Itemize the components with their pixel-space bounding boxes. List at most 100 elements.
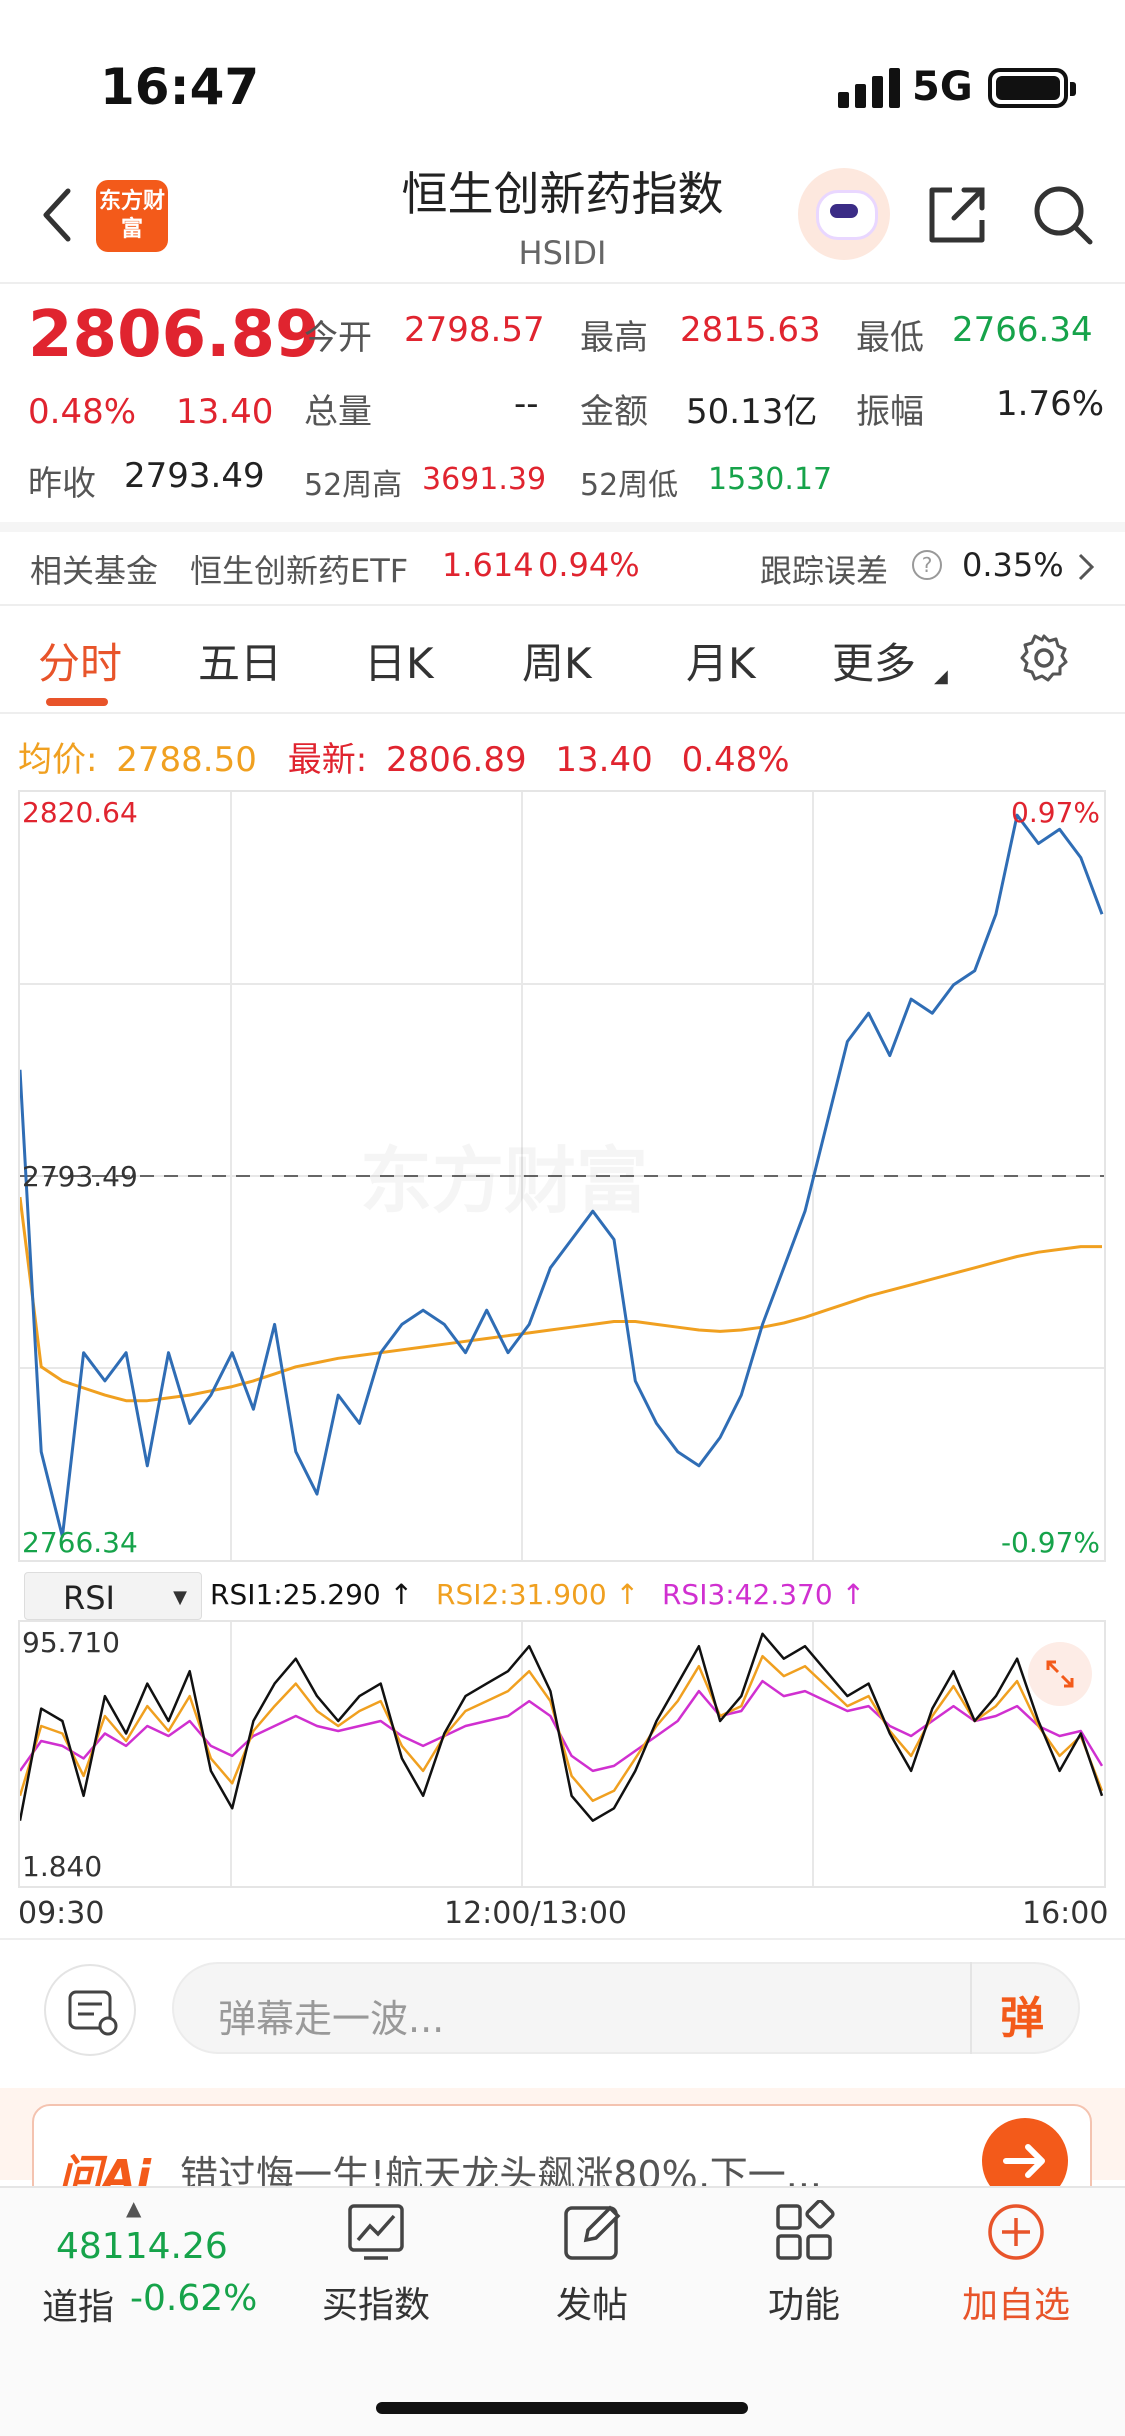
high-label: 最高 bbox=[580, 318, 648, 358]
rsi-min-label: 1.840 bbox=[22, 1850, 103, 1883]
search-icon[interactable] bbox=[1030, 182, 1096, 248]
fund-name: 恒生创新药ETF bbox=[190, 552, 409, 590]
w52-high-value: 3691.39 bbox=[422, 462, 547, 497]
low-label: 最低 bbox=[856, 318, 924, 358]
y-min-label: 2766.34 bbox=[22, 1526, 138, 1559]
prev-close-value: 2793.49 bbox=[124, 456, 265, 496]
amplitude-label: 振幅 bbox=[856, 392, 924, 432]
latest-label: 最新: bbox=[287, 740, 368, 780]
amount-label: 金额 bbox=[580, 392, 648, 432]
home-indicator bbox=[376, 2402, 748, 2414]
status-time: 16:47 bbox=[100, 58, 260, 116]
caret-up-icon: ▲ bbox=[126, 2196, 142, 2220]
latest-change: 13.40 bbox=[555, 740, 653, 780]
volume-label: 总量 bbox=[304, 392, 372, 432]
change-pct: 0.48% bbox=[28, 392, 137, 432]
danmu-send-button[interactable]: 弹 bbox=[970, 1962, 1080, 2054]
tab-five-day[interactable]: 五日 bbox=[198, 639, 283, 688]
rsi1-value: RSI1:25.290 ↑ bbox=[210, 1578, 414, 1611]
rsi-line-RSI2 bbox=[20, 1654, 1104, 1803]
rsi-chart[interactable]: 95.710 1.840 bbox=[18, 1620, 1106, 1888]
nav-functions-label: 功能 bbox=[767, 2285, 840, 2326]
active-tab-indicator bbox=[46, 698, 108, 706]
dow-index-label[interactable]: 道指 bbox=[42, 2287, 115, 2328]
change-value: 13.40 bbox=[176, 392, 274, 432]
dropdown-triangle-icon: ◢ bbox=[934, 666, 948, 687]
divider bbox=[0, 604, 1125, 606]
rsi-chart-svg bbox=[20, 1622, 1104, 1886]
rsi-legend: RSI1:25.290 ↑ RSI2:31.900 ↑ RSI3:42.370 … bbox=[210, 1578, 865, 1611]
settings-gear-icon[interactable] bbox=[1018, 632, 1070, 684]
pct-max-label: 0.97% bbox=[1011, 796, 1100, 829]
period-tabs: 分时 五日 日K 周K 月K 更多 ◢ bbox=[0, 630, 1125, 710]
open-label: 今开 bbox=[304, 318, 372, 358]
indicator-select-label: RSI bbox=[63, 1579, 115, 1617]
divider bbox=[0, 522, 1125, 532]
share-icon[interactable] bbox=[924, 182, 990, 248]
tracking-error-label: 跟踪误差 bbox=[760, 552, 889, 590]
rsi2-value: RSI2:31.900 ↑ bbox=[435, 1578, 640, 1611]
tab-weekly-k[interactable]: 周K bbox=[522, 639, 592, 688]
tab-daily-k[interactable]: 日K bbox=[364, 639, 434, 688]
dow-index-value[interactable]: 48114.26 bbox=[56, 2226, 228, 2267]
bottom-nav bbox=[0, 2186, 1125, 2436]
nav-post[interactable]: 发帖 bbox=[522, 2200, 662, 2328]
expand-icon[interactable] bbox=[1028, 1642, 1092, 1706]
x-label-open: 09:30 bbox=[18, 1896, 105, 1931]
series-line-price bbox=[20, 813, 1104, 1538]
page-subtitle: HSIDI bbox=[518, 234, 607, 272]
rsi3-value: RSI3:42.370 ↑ bbox=[661, 1578, 866, 1611]
y-prev-close-label: 2793.49 bbox=[22, 1160, 138, 1193]
related-fund-label: 相关基金 bbox=[30, 552, 159, 590]
back-arrow-icon[interactable] bbox=[38, 185, 78, 245]
battery-icon bbox=[988, 68, 1076, 108]
avg-label: 均价: bbox=[18, 740, 98, 780]
nav-add-watchlist-label: 加自选 bbox=[961, 2285, 1070, 2326]
add-circle-icon bbox=[988, 2204, 1044, 2260]
rsi-max-label: 95.710 bbox=[22, 1626, 120, 1659]
y-max-label: 2820.64 bbox=[22, 796, 138, 829]
nav-functions[interactable]: 功能 bbox=[734, 2199, 874, 2328]
intraday-chart[interactable]: 2820.64 2793.49 2766.34 0.97% -0.97% 东方财… bbox=[18, 790, 1106, 1562]
danmu-placeholder: 弹幕走一波... bbox=[218, 1997, 445, 2041]
high-value: 2815.63 bbox=[680, 310, 821, 350]
amplitude-value: 1.76% bbox=[996, 384, 1105, 424]
fund-price: 1.614 bbox=[442, 546, 534, 584]
chevron-right-icon bbox=[1078, 553, 1095, 581]
help-icon[interactable]: ? bbox=[912, 550, 942, 580]
nav-buy-index[interactable]: 买指数 bbox=[306, 2200, 446, 2328]
open-value: 2798.57 bbox=[404, 310, 545, 350]
x-label-midday: 12:00/13:00 bbox=[444, 1896, 628, 1931]
latest-value: 2806.89 bbox=[385, 740, 527, 780]
current-price: 2806.89 bbox=[28, 298, 320, 372]
nav-buy-index-label: 买指数 bbox=[321, 2285, 430, 2326]
amount-value: 50.13亿 bbox=[686, 392, 818, 432]
network-type: 5G bbox=[912, 64, 973, 110]
tab-monthly-k[interactable]: 月K bbox=[686, 639, 756, 688]
tracking-error-value: 0.35% bbox=[962, 546, 1064, 584]
low-value: 2766.34 bbox=[952, 310, 1093, 350]
related-fund-bar[interactable]: 相关基金 恒生创新药ETF 1.614 0.94% 跟踪误差 ? 0.35% bbox=[0, 532, 1125, 600]
chart-icon bbox=[348, 2204, 404, 2260]
w52-low-label: 52周低 bbox=[580, 468, 679, 503]
watermark: 东方财富 bbox=[360, 1122, 648, 1227]
tab-intraday[interactable]: 分时 bbox=[38, 639, 123, 688]
danmu-settings-icon[interactable] bbox=[44, 1964, 136, 2056]
tab-more[interactable]: 更多 bbox=[832, 639, 917, 688]
ai-assistant-avatar[interactable] bbox=[798, 168, 890, 260]
divider bbox=[0, 712, 1125, 714]
w52-low-value: 1530.17 bbox=[708, 462, 833, 497]
latest-pct: 0.48% bbox=[681, 740, 790, 780]
indicator-select[interactable]: RSI ▼ bbox=[24, 1572, 202, 1620]
intraday-chart-svg bbox=[20, 792, 1104, 1560]
rsi-line-RSI1 bbox=[20, 1632, 1104, 1822]
nav-add-watchlist[interactable]: 加自选 bbox=[946, 2200, 1086, 2328]
divider bbox=[0, 282, 1125, 284]
volume-value: -- bbox=[514, 384, 539, 424]
brand-logo: 东方财富 bbox=[96, 180, 168, 252]
dow-index-change[interactable]: -0.62% bbox=[130, 2278, 258, 2319]
x-label-close: 16:00 bbox=[1022, 1896, 1109, 1931]
danmu-input[interactable]: 弹幕走一波... bbox=[172, 1962, 1080, 2054]
prev-close-label: 昨收 bbox=[28, 464, 96, 504]
